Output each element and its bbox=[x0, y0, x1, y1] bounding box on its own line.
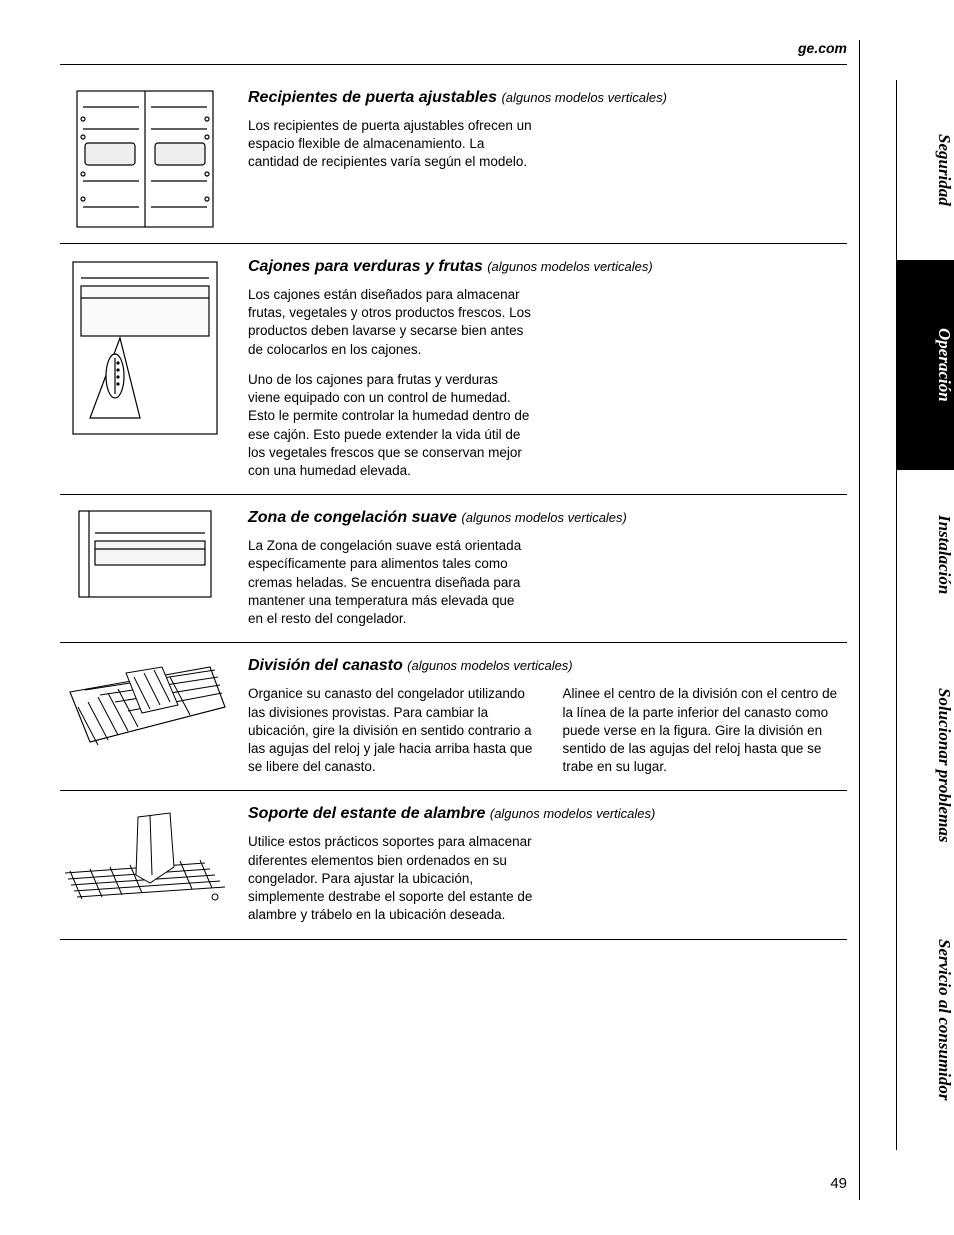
paragraph: Utilice estos prácticos soportes para al… bbox=[248, 833, 533, 924]
paragraph: Uno de los cajones para frutas y verdura… bbox=[248, 371, 533, 480]
illustration-basket bbox=[60, 657, 230, 776]
section-title: Recipientes de puerta ajustables (alguno… bbox=[248, 89, 847, 107]
title-text: Cajones para verduras y frutas bbox=[248, 258, 483, 275]
section-title: Cajones para verduras y frutas (algunos … bbox=[248, 258, 847, 276]
text-column: Utilice estos prácticos soportes para al… bbox=[248, 833, 533, 924]
text-column-right: Alinee el centro de la división con el c… bbox=[563, 685, 848, 776]
tab-seguridad[interactable]: Seguridad bbox=[896, 80, 954, 260]
page-body: ge.com Recipientes de bbox=[60, 40, 860, 1200]
title-text: Soporte del estante de alambre bbox=[248, 805, 485, 822]
paragraph: La Zona de congelación suave está orient… bbox=[248, 537, 533, 628]
subtitle-text: (algunos modelos verticales) bbox=[487, 259, 652, 274]
subtitle-text: (algunos modelos verticales) bbox=[461, 510, 626, 525]
section-content: Recipientes de puerta ajustables (alguno… bbox=[248, 89, 847, 229]
subtitle-text: (algunos modelos verticales) bbox=[490, 806, 655, 821]
section-content: Cajones para verduras y frutas (algunos … bbox=[248, 258, 847, 480]
section-door-bins: Recipientes de puerta ajustables (alguno… bbox=[60, 75, 847, 244]
section-wire-shelf: Soporte del estante de alambre (algunos … bbox=[60, 791, 847, 940]
subtitle-text: (algunos modelos verticales) bbox=[407, 658, 572, 673]
tab-instalacion[interactable]: Instalación bbox=[896, 470, 954, 640]
tab-servicio[interactable]: Servicio al consumidor bbox=[896, 890, 954, 1150]
title-text: Zona de congelación suave bbox=[248, 509, 457, 526]
section-content: División del canasto (algunos modelos ve… bbox=[248, 657, 847, 776]
title-text: Recipientes de puerta ajustables bbox=[248, 89, 497, 106]
illustration-wire-shelf bbox=[60, 805, 230, 925]
illustration-soft-freeze bbox=[60, 509, 230, 628]
tab-operacion[interactable]: Operación bbox=[896, 260, 954, 470]
paragraph: Alinee el centro de la división con el c… bbox=[563, 685, 848, 776]
section-content: Soporte del estante de alambre (algunos … bbox=[248, 805, 847, 925]
section-title: Zona de congelación suave (algunos model… bbox=[248, 509, 847, 527]
text-column: La Zona de congelación suave está orient… bbox=[248, 537, 533, 628]
tab-solucionar[interactable]: Solucionar problemas bbox=[896, 640, 954, 890]
illustration-crisper bbox=[60, 258, 230, 480]
section-basket-divider: División del canasto (algunos modelos ve… bbox=[60, 643, 847, 791]
page-number: 49 bbox=[830, 1175, 847, 1192]
side-nav-tabs: Seguridad Operación Instalación Solucion… bbox=[896, 80, 954, 1150]
text-column: Los recipientes de puerta ajustables ofr… bbox=[248, 117, 533, 172]
title-text: División del canasto bbox=[248, 657, 403, 674]
section-content: Zona de congelación suave (algunos model… bbox=[248, 509, 847, 628]
text-column: Los cajones están diseñados para almacen… bbox=[248, 286, 533, 480]
subtitle-text: (algunos modelos verticales) bbox=[501, 90, 666, 105]
paragraph: Organice su canasto del congelador utili… bbox=[248, 685, 533, 776]
illustration-door-bins bbox=[60, 89, 230, 229]
text-column-left: Organice su canasto del congelador utili… bbox=[248, 685, 533, 776]
paragraph: Los cajones están diseñados para almacen… bbox=[248, 286, 533, 359]
section-crisper-drawers: Cajones para verduras y frutas (algunos … bbox=[60, 244, 847, 495]
section-title: Soporte del estante de alambre (algunos … bbox=[248, 805, 847, 823]
section-soft-freeze: Zona de congelación suave (algunos model… bbox=[60, 495, 847, 643]
header-site: ge.com bbox=[60, 40, 847, 65]
section-title: División del canasto (algunos modelos ve… bbox=[248, 657, 847, 675]
paragraph: Los recipientes de puerta ajustables ofr… bbox=[248, 117, 533, 172]
